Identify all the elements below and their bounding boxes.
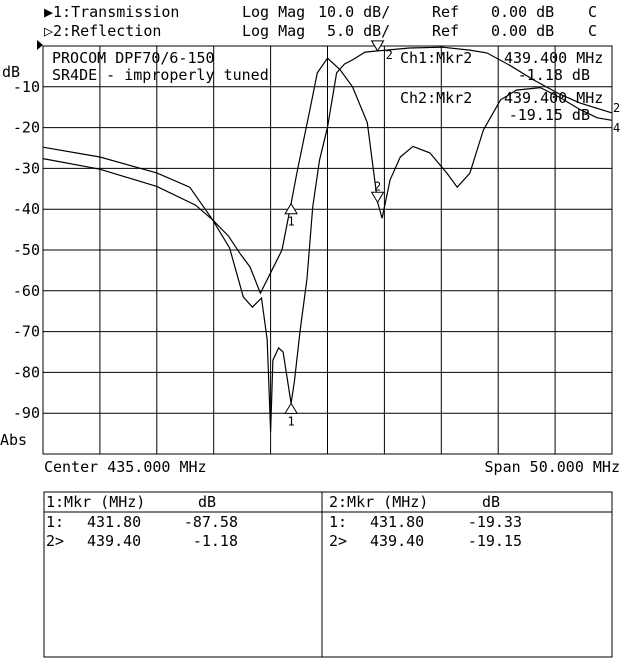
marker-number: 1 [287,215,294,229]
table-row: 2> 439.40 -1.18 [46,532,238,550]
marker-id: 2> [329,532,347,550]
y-axis-unit: dB [2,63,20,81]
y-tick-labels: -10 -20 -30 -40 -50 -60 -70 -80 -90 [13,78,40,422]
marker-triangle-icon [284,202,298,215]
y-tick-label: -10 [13,78,40,96]
marker-freq: 439.40 [370,532,424,550]
marker-db: -87.58 [184,513,238,531]
y-tick-label: -50 [13,241,40,259]
marker-id: 1: [329,513,347,531]
ch1-ref-value: 0.00 dB [491,3,554,21]
ch1-scale: 10.0 dB/ [318,3,390,21]
ch2-table-header-mkr: 2:Mkr (MHz) [329,493,428,511]
right-edge-mark-4: 4 [613,121,620,135]
transmission-trace [42,46,613,432]
ch1-table-header-mkr: 1:Mkr (MHz) [46,493,145,511]
marker-freq: 431.80 [87,513,141,531]
table-row: 2> 439.40 -19.15 [329,532,522,550]
table-row: 1: 431.80 -87.58 [46,513,238,531]
marker-id: 2> [46,532,64,550]
marker-triangle-icon [370,191,385,204]
title-line-1: PROCOM DPF70/6-150 [52,49,215,67]
marker-freq: 439.40 [87,532,141,550]
marker-triangle-icon [370,40,385,52]
ch1-label: ▶1:Transmission [44,3,179,21]
reflection-trace [42,57,613,295]
ch2-marker-value: -19.15 dB [509,106,590,124]
y-tick-label: -80 [13,363,40,381]
ch1-format: Log Mag [242,3,305,21]
ch1-marker-freq: 439.400 MHz [504,49,603,67]
y-tick-label: -60 [13,282,40,300]
ch1-flag: C [588,3,597,21]
ch1-marker-value: -1.18 dB [518,66,590,84]
marker-number: 2 [374,179,381,193]
y-tick-label: -90 [13,404,40,422]
y-tick-label: -40 [13,200,40,218]
marker-number: 1 [287,414,294,428]
marker-db: -1.18 [193,532,238,550]
markers: 1 2 1 2 [284,40,393,428]
marker-table: 1:Mkr (MHz) dB 2:Mkr (MHz) dB 1: 431.80 … [43,491,613,658]
marker-db: -19.33 [468,513,522,531]
ch2-marker-1: 1 [284,202,298,229]
ch2-format: Log Mag [242,22,305,40]
reference-position-arrow-icon [37,40,43,50]
ch1-table-header-db: dB [198,493,216,511]
ch2-table-header-db: dB [482,493,500,511]
ch2-marker-2: 2 [370,179,385,204]
y-axis-format: Abs [0,431,27,449]
right-edge-mark-2: 2 [613,101,620,115]
traces [42,46,613,432]
ch2-ref-label: Ref [432,22,459,40]
ch1-marker-2: 2 [370,40,393,62]
marker-triangle-icon [284,402,298,414]
ch1-ref-label: Ref [432,3,459,21]
y-tick-label: -20 [13,119,40,137]
ch2-flag: C [588,22,597,40]
center-frequency: Center 435.000 MHz [44,458,207,476]
marker-db: -19.15 [468,532,522,550]
y-tick-label: -30 [13,159,40,177]
span-frequency: Span 50.000 MHz [485,458,620,476]
ch1-marker-label: Ch1:Mkr2 [400,49,472,67]
marker-id: 1: [46,513,64,531]
title-line-2: SR4DE - improperly tuned [52,66,269,84]
ch2-label: ▷2:Reflection [44,22,161,40]
ch2-ref-value: 0.00 dB [491,22,554,40]
ch2-scale: 5.0 dB/ [327,22,390,40]
channel-1-header: ▶1:Transmission Log Mag 10.0 dB/ Ref 0.0… [44,3,597,21]
table-row: 1: 431.80 -19.33 [329,513,522,531]
ch2-marker-freq: 439.400 MHz [504,89,603,107]
y-tick-label: -70 [13,323,40,341]
marker-number: 2 [386,48,393,62]
channel-2-header: ▷2:Reflection Log Mag 5.0 dB/ Ref 0.00 d… [44,22,597,40]
marker-freq: 431.80 [370,513,424,531]
ch2-marker-label: Ch2:Mkr2 [400,89,472,107]
ch1-marker-1: 1 [284,402,298,428]
